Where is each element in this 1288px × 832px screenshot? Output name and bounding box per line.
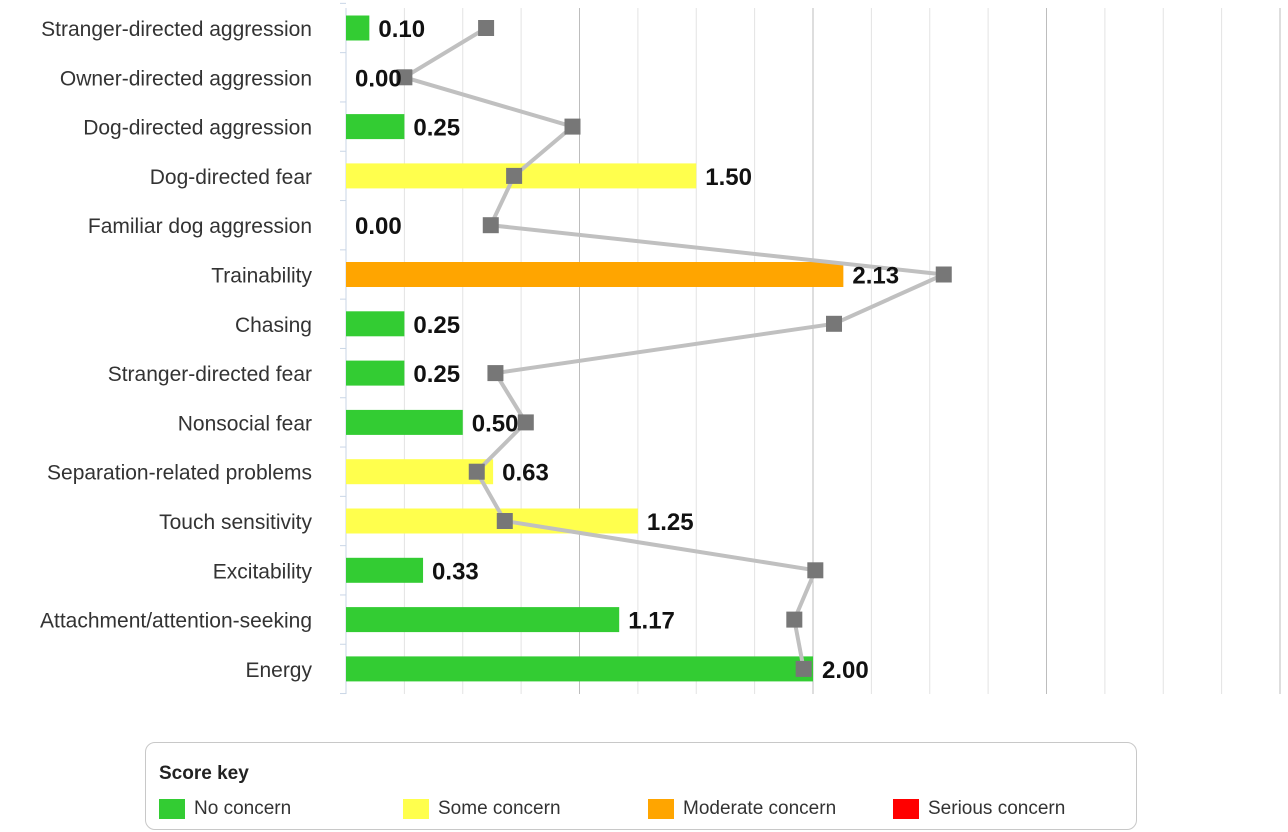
bar: [346, 262, 844, 287]
category-label: Excitability: [213, 560, 313, 583]
bar: [346, 656, 813, 682]
legend-item-no-concern: No concern: [159, 798, 291, 820]
category-label: Separation-related problems: [47, 462, 312, 485]
category-label: Dog-directed aggression: [83, 117, 312, 140]
data-label: 0.33: [432, 558, 479, 585]
legend-label: Serious concern: [928, 798, 1066, 819]
category-label: Nonsocial fear: [178, 412, 312, 435]
legend-swatch-serious-concern: [893, 799, 919, 819]
legend-item-some-concern: Some concern: [403, 798, 561, 820]
data-label: 0.25: [413, 115, 460, 142]
category-label: Stranger-directed fear: [108, 363, 312, 386]
comparison-marker: [564, 118, 581, 135]
comparison-marker: [517, 414, 534, 431]
comparison-marker: [826, 315, 843, 332]
comparison-marker: [482, 217, 499, 234]
legend-label: Some concern: [438, 798, 561, 819]
data-label: 1.25: [647, 509, 694, 536]
data-label: 1.50: [705, 164, 752, 191]
comparison-marker: [506, 167, 523, 184]
bar: [346, 409, 463, 435]
legend-label: No concern: [194, 798, 292, 819]
data-label: 0.00: [355, 213, 402, 240]
comparison-marker: [786, 611, 803, 628]
score-key-legend: Score key No concern Some concern Modera…: [145, 742, 1137, 830]
data-label: 0.10: [378, 16, 425, 43]
comparison-marker: [807, 562, 824, 579]
axes: [340, 2, 347, 695]
bar: [346, 114, 405, 140]
comparison-marker: [496, 513, 513, 529]
legend-label: Moderate concern: [683, 798, 837, 819]
legend-swatch-no-concern: [159, 799, 185, 819]
comparison-marker: [935, 266, 952, 283]
comparison-marker: [795, 660, 812, 677]
comparison-marker: [468, 463, 485, 480]
bar: [346, 508, 638, 534]
data-label: 0.25: [413, 361, 460, 388]
bar: [346, 459, 494, 485]
bar: [346, 311, 405, 337]
category-label: Owner-directed aggression: [60, 67, 312, 90]
category-label: Chasing: [235, 314, 312, 337]
legend-item-serious-concern: Serious concern: [893, 798, 1065, 820]
data-label: 2.00: [822, 657, 869, 684]
data-label: 0.25: [413, 312, 460, 339]
bar: [346, 360, 405, 386]
category-label: Stranger-directed aggression: [41, 18, 312, 41]
comparison-series: [396, 20, 952, 677]
bar: [346, 557, 424, 583]
legend-swatch-moderate-concern: [648, 799, 674, 819]
comparison-line: [402, 26, 946, 670]
data-label: 0.00: [355, 65, 402, 92]
comparison-marker: [478, 20, 495, 36]
data-label: 1.17: [628, 608, 675, 635]
legend-item-moderate-concern: Moderate concern: [648, 798, 836, 820]
category-label: Energy: [245, 659, 312, 682]
bar-chart: 01234Stranger-directed aggression0.10Own…: [40, 2, 1281, 695]
comparison-marker: [396, 69, 413, 86]
category-label: Touch sensitivity: [159, 511, 312, 534]
grid-lines: [403, 8, 1281, 694]
data-label: 0.50: [472, 410, 519, 437]
data-label: 2.13: [852, 263, 899, 290]
data-label: 0.63: [502, 460, 549, 487]
bar: [346, 15, 370, 41]
category-label: Attachment/attention-seeking: [40, 610, 312, 633]
category-label: Trainability: [211, 265, 312, 288]
legend-title: Score key: [159, 763, 249, 784]
bar: [346, 607, 620, 633]
legend-swatch-some-concern: [403, 799, 429, 819]
labels: 01234Stranger-directed aggression0.10Own…: [40, 16, 899, 684]
category-label: Familiar dog aggression: [88, 215, 312, 238]
comparison-marker: [487, 365, 504, 382]
category-label: Dog-directed fear: [150, 166, 312, 189]
